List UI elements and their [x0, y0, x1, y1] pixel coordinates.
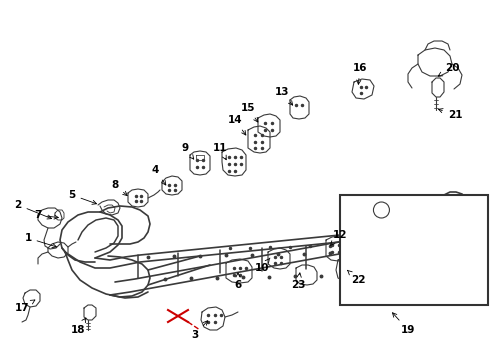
Text: 16: 16 — [353, 63, 367, 84]
Text: 19: 19 — [392, 313, 415, 335]
Text: 6: 6 — [234, 273, 242, 290]
Text: 15: 15 — [241, 103, 258, 122]
Text: 3: 3 — [192, 321, 208, 340]
Text: 1: 1 — [24, 233, 56, 248]
Text: 8: 8 — [111, 180, 127, 195]
Text: 4: 4 — [151, 165, 166, 185]
Text: 9: 9 — [181, 143, 194, 159]
Text: 5: 5 — [69, 190, 97, 204]
Text: 10: 10 — [255, 258, 270, 273]
Text: 17: 17 — [15, 300, 35, 313]
Bar — [340, 195, 488, 305]
Text: 7: 7 — [34, 210, 58, 220]
Text: 23: 23 — [291, 273, 305, 290]
Text: 12: 12 — [330, 230, 347, 245]
Text: 2: 2 — [14, 200, 51, 219]
Text: 13: 13 — [275, 87, 293, 105]
Text: 22: 22 — [347, 270, 365, 285]
Text: 14: 14 — [228, 115, 246, 135]
Text: 11: 11 — [213, 143, 227, 160]
Text: 18: 18 — [71, 318, 86, 335]
Text: 20: 20 — [438, 63, 459, 76]
Text: 21: 21 — [439, 109, 462, 120]
